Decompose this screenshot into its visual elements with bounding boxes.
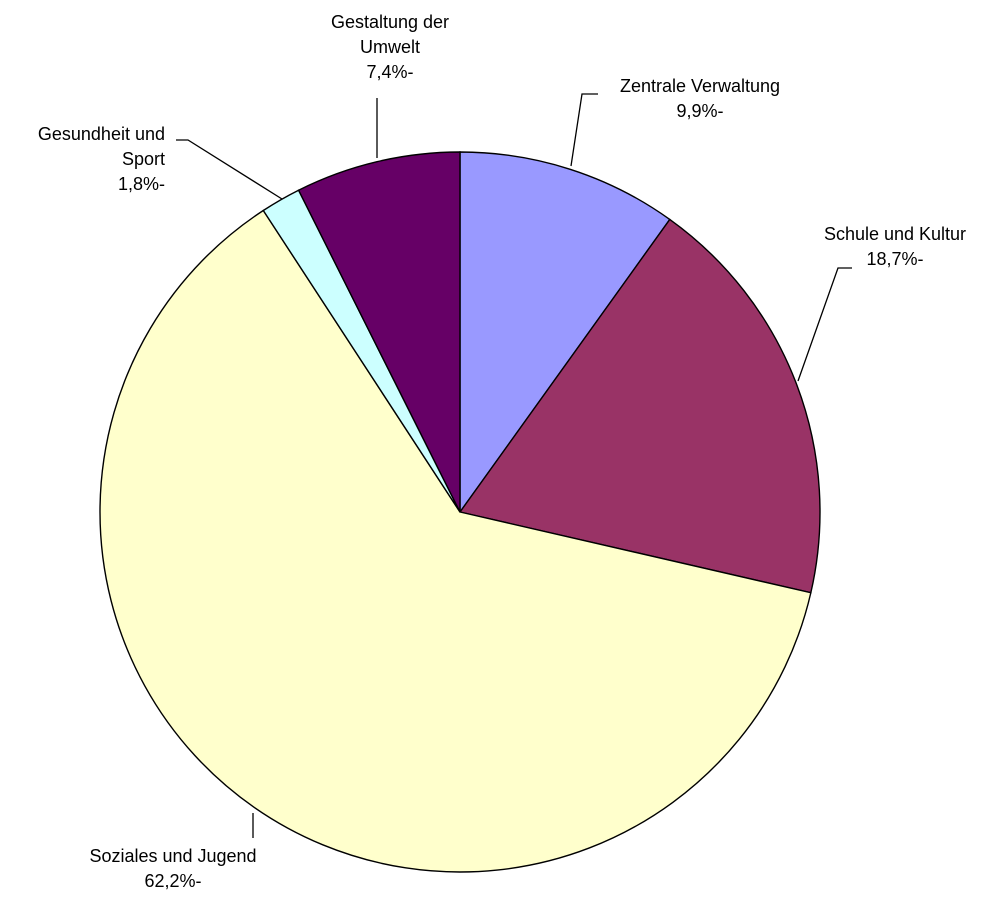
leader-line-gesundheit-und-sport bbox=[176, 139, 283, 200]
data-label-value: 9,9%- bbox=[676, 101, 723, 121]
leader-lines-layer bbox=[176, 93, 852, 838]
data-labels-layer: Zentrale Verwaltung 9,9%- Schule und Kultu… bbox=[38, 12, 966, 891]
pie-slice-gestaltung-der-umwelt bbox=[297, 151, 461, 513]
data-label-value: 62,2%- bbox=[144, 871, 201, 891]
data-label-value: 7,4%- bbox=[366, 62, 413, 82]
data-label-category: Soziales und Jugend bbox=[89, 846, 256, 866]
data-label-category: Schule und Kultur bbox=[824, 224, 966, 244]
data-label-category: Sport bbox=[122, 149, 165, 169]
leader-line-zentrale-verwaltung bbox=[570, 93, 598, 167]
data-label-schule-und-kultur: Schule und Kultur 18,7%- bbox=[824, 224, 966, 269]
data-label-soziales-und-jugend: Soziales und Jugend 62,2%- bbox=[89, 846, 256, 891]
slices-layer bbox=[99, 151, 821, 873]
data-label-category: Gesundheit und bbox=[38, 124, 165, 144]
pie-slice-schule-und-kultur bbox=[458, 218, 821, 594]
data-label-category: Umwelt bbox=[360, 37, 420, 57]
data-label-value: 1,8%- bbox=[118, 174, 165, 194]
data-label-gesundheit-und-sport: Gesundheit und Sport 1,8%- bbox=[38, 124, 165, 194]
data-label-value: 18,7%- bbox=[866, 249, 923, 269]
data-label-category: Gestaltung der bbox=[331, 12, 449, 32]
data-label-zentrale-verwaltung: Zentrale Verwaltung 9,9%- bbox=[620, 76, 780, 121]
pie-slice-zentrale-verwaltung bbox=[459, 151, 671, 515]
data-label-category: Zentrale Verwaltung bbox=[620, 76, 780, 96]
pie-slice-soziales-und-jugend bbox=[99, 209, 812, 873]
data-label-gestaltung-der-umwelt: Gestaltung der Umwelt 7,4%- bbox=[331, 12, 449, 82]
leader-line-schule-und-kultur bbox=[797, 267, 852, 382]
